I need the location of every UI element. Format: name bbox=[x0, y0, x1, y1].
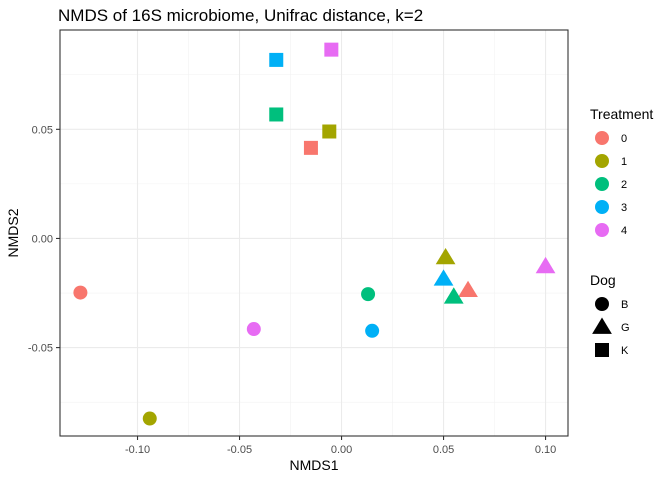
dog-legend-label-b: B bbox=[621, 299, 628, 311]
point-treatment-1-dog-k bbox=[322, 124, 337, 139]
y-tick-label: 0.05 bbox=[32, 124, 53, 136]
dog-legend: Dog BGK bbox=[590, 272, 630, 357]
x-axis-title: NMDS1 bbox=[289, 457, 338, 473]
point-treatment-1-dog-b bbox=[142, 411, 157, 426]
dog-legend-key-b bbox=[595, 297, 609, 311]
major-gridlines bbox=[60, 30, 568, 436]
point-treatment-2-dog-b bbox=[361, 287, 376, 302]
treatment-legend-key-0 bbox=[595, 131, 609, 145]
x-axis-ticks: -0.10 -0.05 0.00 0.05 0.10 bbox=[125, 436, 556, 456]
y-axis-title: NMDS2 bbox=[5, 208, 21, 257]
point-treatment-2-dog-g bbox=[443, 287, 464, 304]
plot-panel bbox=[60, 30, 568, 436]
treatment-legend-label-4: 4 bbox=[621, 225, 627, 237]
treatment-legend-key-4 bbox=[595, 223, 609, 237]
point-treatment-4-dog-g bbox=[535, 256, 556, 274]
point-treatment-1-dog-g bbox=[435, 247, 456, 265]
x-tick-label: -0.05 bbox=[227, 444, 252, 456]
y-tick-label: -0.05 bbox=[28, 343, 53, 355]
point-treatment-3-dog-g bbox=[433, 269, 454, 286]
chart-title: NMDS of 16S microbiome, Unifrac distance… bbox=[58, 6, 423, 25]
treatment-legend-key-3 bbox=[595, 200, 609, 214]
point-treatment-2-dog-k bbox=[269, 107, 284, 122]
dog-legend-label-k: K bbox=[621, 345, 629, 357]
treatment-legend: Treatment 0 1 2 3 4 bbox=[590, 106, 653, 237]
treatment-legend-title: Treatment bbox=[590, 106, 653, 122]
treatment-legend-label-0: 0 bbox=[621, 133, 627, 145]
treatment-legend-label-3: 3 bbox=[621, 202, 627, 214]
treatment-legend-key-1 bbox=[595, 154, 609, 168]
y-axis-ticks: -0.05 0.00 0.05 bbox=[28, 124, 60, 355]
y-tick-label: 0.00 bbox=[32, 233, 53, 245]
x-tick-label: -0.10 bbox=[125, 444, 150, 456]
panel-border bbox=[59, 29, 569, 437]
point-treatment-4-dog-k bbox=[324, 42, 339, 57]
minor-gridlines bbox=[60, 30, 568, 436]
data-points bbox=[73, 42, 556, 426]
x-tick-label: 0.10 bbox=[535, 444, 556, 456]
point-treatment-3-dog-b bbox=[365, 323, 380, 338]
point-treatment-4-dog-b bbox=[246, 322, 261, 337]
x-tick-label: 0.00 bbox=[331, 444, 352, 456]
point-treatment-0-dog-g bbox=[458, 280, 478, 298]
dog-legend-label-g: G bbox=[621, 322, 630, 334]
point-treatment-0-dog-k bbox=[303, 140, 318, 155]
treatment-legend-label-1: 1 bbox=[621, 156, 627, 168]
treatment-legend-key-2 bbox=[595, 177, 609, 191]
dog-legend-key-g bbox=[592, 317, 612, 334]
point-treatment-0-dog-b bbox=[73, 285, 88, 300]
x-tick-label: 0.05 bbox=[433, 444, 454, 456]
point-treatment-3-dog-k bbox=[269, 52, 284, 67]
dog-legend-key-k bbox=[595, 343, 609, 357]
treatment-legend-label-2: 2 bbox=[621, 179, 627, 191]
dog-legend-title: Dog bbox=[590, 272, 616, 288]
